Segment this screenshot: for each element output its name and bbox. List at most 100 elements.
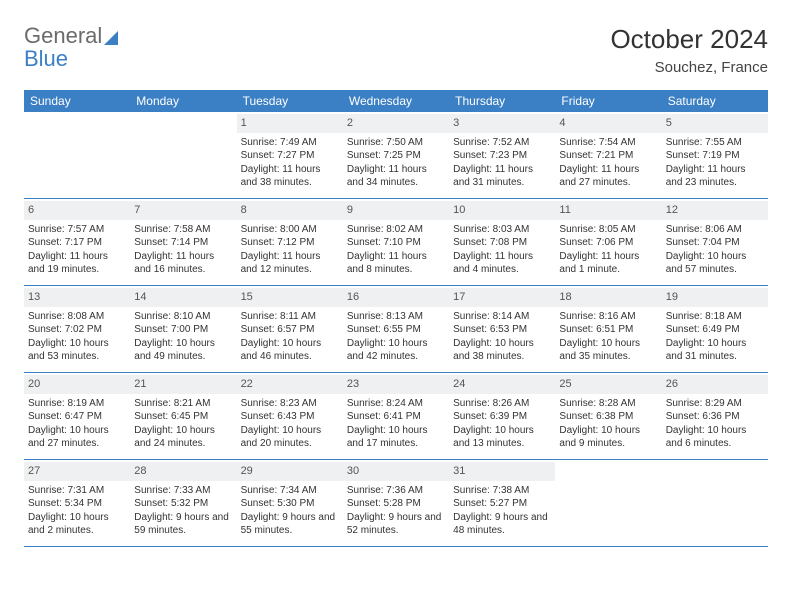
daylight-line: Daylight: 11 hours and 34 minutes. <box>347 163 445 190</box>
sunrise-line: Sunrise: 7:36 AM <box>347 484 445 498</box>
daylight-line: Daylight: 11 hours and 38 minutes. <box>241 163 339 190</box>
sunrise-line: Sunrise: 8:26 AM <box>453 397 551 411</box>
day-number: 12 <box>662 201 768 220</box>
day-cell: 2Sunrise: 7:50 AMSunset: 7:25 PMDaylight… <box>343 112 449 198</box>
day-number: 13 <box>24 288 130 307</box>
daylight-line: Daylight: 9 hours and 48 minutes. <box>453 511 551 538</box>
day-cell: 13Sunrise: 8:08 AMSunset: 7:02 PMDayligh… <box>24 286 130 372</box>
sunset-line: Sunset: 7:19 PM <box>666 149 764 163</box>
day-number: 9 <box>343 201 449 220</box>
daylight-line: Daylight: 10 hours and 53 minutes. <box>28 337 126 364</box>
week-row: 27Sunrise: 7:31 AMSunset: 5:34 PMDayligh… <box>24 460 768 547</box>
day-number: 16 <box>343 288 449 307</box>
day-cell: 24Sunrise: 8:26 AMSunset: 6:39 PMDayligh… <box>449 373 555 459</box>
sunrise-line: Sunrise: 8:24 AM <box>347 397 445 411</box>
title-block: October 2024 Souchez, France <box>610 24 768 76</box>
sunrise-line: Sunrise: 7:31 AM <box>28 484 126 498</box>
sunset-line: Sunset: 6:51 PM <box>559 323 657 337</box>
day-number: 7 <box>130 201 236 220</box>
sunrise-line: Sunrise: 8:23 AM <box>241 397 339 411</box>
sunset-line: Sunset: 5:27 PM <box>453 497 551 511</box>
brand-word-1: General <box>24 24 102 47</box>
day-number: 30 <box>343 462 449 481</box>
day-cell <box>24 112 130 198</box>
sunset-line: Sunset: 5:32 PM <box>134 497 232 511</box>
day-number: 18 <box>555 288 661 307</box>
daylight-line: Daylight: 10 hours and 27 minutes. <box>28 424 126 451</box>
sunrise-line: Sunrise: 8:06 AM <box>666 223 764 237</box>
day-number: 8 <box>237 201 343 220</box>
week-row: 20Sunrise: 8:19 AMSunset: 6:47 PMDayligh… <box>24 373 768 460</box>
day-cell: 6Sunrise: 7:57 AMSunset: 7:17 PMDaylight… <box>24 199 130 285</box>
day-cell: 22Sunrise: 8:23 AMSunset: 6:43 PMDayligh… <box>237 373 343 459</box>
day-number: 6 <box>24 201 130 220</box>
day-cell: 17 Sunrise: 8:14 AMSunset: 6:53 PMDayligh… <box>449 286 555 372</box>
sunset-line: Sunset: 7:21 PM <box>559 149 657 163</box>
sunset-line: Sunset: 7:04 PM <box>666 236 764 250</box>
dow-header: Thursday <box>449 90 555 112</box>
day-number: 5 <box>662 114 768 133</box>
sunrise-line: Sunrise: 8:19 AM <box>28 397 126 411</box>
daylight-line: Daylight: 10 hours and 13 minutes. <box>453 424 551 451</box>
sunrise-line: Sunrise: 8:28 AM <box>559 397 657 411</box>
sunrise-line: Sunrise: 7:38 AM <box>453 484 551 498</box>
sunrise-line: Sunrise: 8:18 AM <box>666 310 764 324</box>
sunset-line: Sunset: 6:53 PM <box>453 323 551 337</box>
sunset-line: Sunset: 6:36 PM <box>666 410 764 424</box>
daylight-line: Daylight: 10 hours and 2 minutes. <box>28 511 126 538</box>
sail-icon <box>104 31 118 45</box>
day-cell: 9Sunrise: 8:02 AMSunset: 7:10 PMDaylight… <box>343 199 449 285</box>
sunset-line: Sunset: 7:17 PM <box>28 236 126 250</box>
day-cell: 14Sunrise: 8:10 AMSunset: 7:00 PMDayligh… <box>130 286 236 372</box>
day-number: 17 <box>449 288 555 307</box>
daylight-line: Daylight: 9 hours and 52 minutes. <box>347 511 445 538</box>
sunset-line: Sunset: 7:14 PM <box>134 236 232 250</box>
daylight-line: Daylight: 10 hours and 38 minutes. <box>453 337 551 364</box>
day-cell: 20 Sunrise: 8:19 AMSunset: 6:47 PMDayligh… <box>24 373 130 459</box>
day-cell: 4Sunrise: 7:54 AMSunset: 7:21 PMDaylight… <box>555 112 661 198</box>
day-cell: 3Sunrise: 7:52 AMSunset: 7:23 PMDaylight… <box>449 112 555 198</box>
week-row: 13Sunrise: 8:08 AMSunset: 7:02 PMDayligh… <box>24 286 768 373</box>
day-number: 22 <box>237 375 343 394</box>
sunrise-line: Sunrise: 7:49 AM <box>241 136 339 150</box>
sunset-line: Sunset: 6:39 PM <box>453 410 551 424</box>
day-number: 27 <box>24 462 130 481</box>
dow-header-row: SundayMondayTuesdayWednesdayThursdayFrid… <box>24 90 768 112</box>
day-number: 3 <box>449 114 555 133</box>
daylight-line: Daylight: 10 hours and 35 minutes. <box>559 337 657 364</box>
sunrise-line: Sunrise: 8:14 AM <box>453 310 551 324</box>
sunrise-line: Sunrise: 7:50 AM <box>347 136 445 150</box>
daylight-line: Daylight: 9 hours and 59 minutes. <box>134 511 232 538</box>
day-number: 21 <box>130 375 236 394</box>
sunrise-line: Sunrise: 7:54 AM <box>559 136 657 150</box>
sunset-line: Sunset: 5:34 PM <box>28 497 126 511</box>
day-cell: 19Sunrise: 8:18 AMSunset: 6:49 PMDayligh… <box>662 286 768 372</box>
daylight-line: Daylight: 11 hours and 12 minutes. <box>241 250 339 277</box>
sunset-line: Sunset: 6:45 PM <box>134 410 232 424</box>
sunset-line: Sunset: 7:23 PM <box>453 149 551 163</box>
sunset-line: Sunset: 6:38 PM <box>559 410 657 424</box>
day-cell: 1Sunrise: 7:49 AMSunset: 7:27 PMDaylight… <box>237 112 343 198</box>
day-number: 31 <box>449 462 555 481</box>
sunrise-line: Sunrise: 7:52 AM <box>453 136 551 150</box>
day-number: 2 <box>343 114 449 133</box>
day-number: 20 <box>24 375 130 394</box>
daylight-line: Daylight: 11 hours and 16 minutes. <box>134 250 232 277</box>
daylight-line: Daylight: 11 hours and 19 minutes. <box>28 250 126 277</box>
sunset-line: Sunset: 6:57 PM <box>241 323 339 337</box>
sunrise-line: Sunrise: 7:58 AM <box>134 223 232 237</box>
day-number: 14 <box>130 288 236 307</box>
day-number: 1 <box>237 114 343 133</box>
daylight-line: Daylight: 11 hours and 23 minutes. <box>666 163 764 190</box>
sunrise-line: Sunrise: 7:34 AM <box>241 484 339 498</box>
sunset-line: Sunset: 6:49 PM <box>666 323 764 337</box>
day-cell: 12Sunrise: 8:06 AMSunset: 7:04 PMDayligh… <box>662 199 768 285</box>
daylight-line: Daylight: 9 hours and 55 minutes. <box>241 511 339 538</box>
day-cell: 18Sunrise: 8:16 AMSunset: 6:51 PMDayligh… <box>555 286 661 372</box>
brand-logo: General Blue <box>24 24 118 70</box>
sunrise-line: Sunrise: 7:55 AM <box>666 136 764 150</box>
daylight-line: Daylight: 11 hours and 27 minutes. <box>559 163 657 190</box>
day-number: 19 <box>662 288 768 307</box>
sunset-line: Sunset: 6:47 PM <box>28 410 126 424</box>
daylight-line: Daylight: 10 hours and 9 minutes. <box>559 424 657 451</box>
